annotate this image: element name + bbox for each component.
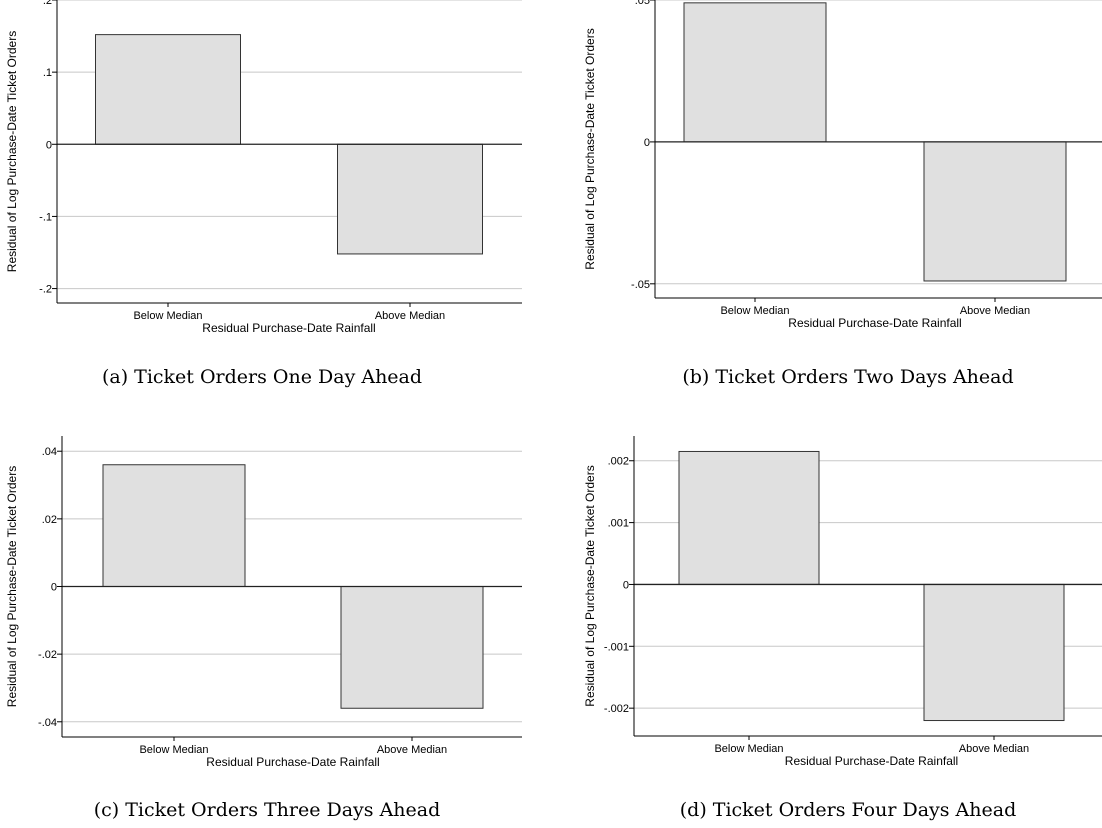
bar-below-median — [102, 464, 246, 587]
y-tick-label: 0 — [644, 137, 650, 149]
x-category-label: Above Median — [375, 310, 445, 322]
y-tick-label: -.05 — [631, 279, 650, 291]
y-tick-label: .002 — [608, 456, 629, 468]
y-tick-label: 0 — [51, 582, 57, 594]
bar-above-median — [340, 586, 484, 709]
y-tick-label: -.002 — [604, 703, 629, 715]
y-axis-title: Residual of Log Purchase-Date Ticket Ord… — [5, 31, 19, 272]
y-tick-label: -.2 — [39, 284, 52, 296]
x-axis-title: Residual Purchase-Date Rainfall — [785, 754, 958, 768]
x-category-label: Below Median — [139, 744, 208, 756]
y-tick-label: .02 — [42, 514, 57, 526]
chart-d-svg: .002 .001 0 -.001 -.002 Below Median Above Med… — [583, 436, 1102, 768]
bar-above-median — [923, 583, 1065, 722]
y-tick-label: .001 — [608, 518, 629, 530]
chart-caption-c: (c) Ticket Orders Three Days Ahead — [93, 799, 441, 821]
x-axis-title: Residual Purchase-Date Rainfall — [206, 755, 379, 769]
x-category-label: Below Median — [720, 305, 789, 317]
x-axis-title: Residual Purchase-Date Rainfall — [788, 316, 961, 330]
chart-caption-a: (a) Ticket Orders One Day Ahead — [101, 366, 423, 388]
x-category-label: Below Median — [133, 310, 202, 322]
x-category-label: Above Median — [960, 305, 1030, 317]
x-category-label: Above Median — [377, 744, 447, 756]
bar-below-median — [678, 450, 820, 585]
y-tick-label: -.04 — [38, 717, 57, 729]
y-tick-label: .2 — [43, 0, 52, 7]
y-axis-title: Residual of Log Purchase-Date Ticket Ord… — [583, 465, 597, 706]
y-tick-label: -.1 — [39, 211, 52, 223]
chart-caption-d: (d) Ticket Orders Four Days Ahead — [679, 799, 1017, 821]
bar-below-median — [683, 2, 827, 143]
bar-above-median — [923, 141, 1067, 282]
y-tick-label: -.001 — [604, 641, 629, 653]
y-tick-label: .04 — [42, 446, 57, 458]
chart-caption-b: (b) Ticket Orders Two Days Ahead — [682, 366, 1014, 388]
chart-panel-b: .05 0 -.05 Below Median Above Median Residual… — [582, 0, 1102, 340]
bar-above-median — [337, 143, 483, 255]
chart-panel-d: .002 .001 0 -.001 -.002 Below Median Above Med… — [582, 424, 1102, 774]
x-category-label: Above Median — [959, 743, 1029, 755]
y-tick-label: .05 — [635, 0, 650, 7]
y-axis-title: Residual of Log Purchase-Date Ticket Ord… — [5, 466, 19, 707]
chart-panel-c: .04.02 0 -.02 -.04 Below Median Above Median R… — [0, 424, 540, 774]
y-axis-title: Residual of Log Purchase-Date Ticket Ord… — [583, 28, 597, 269]
chart-panel-a: .2.1 0 -.1 -.2 Below Median Above Median Resid… — [0, 0, 540, 340]
x-axis-title: Residual Purchase-Date Rainfall — [202, 321, 375, 335]
bar-below-median — [95, 34, 241, 145]
x-category-label: Below Median — [714, 743, 783, 755]
y-tick-label: .1 — [43, 67, 52, 79]
y-tick-label: -.02 — [38, 649, 57, 661]
y-tick-label: 0 — [46, 139, 52, 151]
y-tick-label: 0 — [623, 579, 629, 591]
